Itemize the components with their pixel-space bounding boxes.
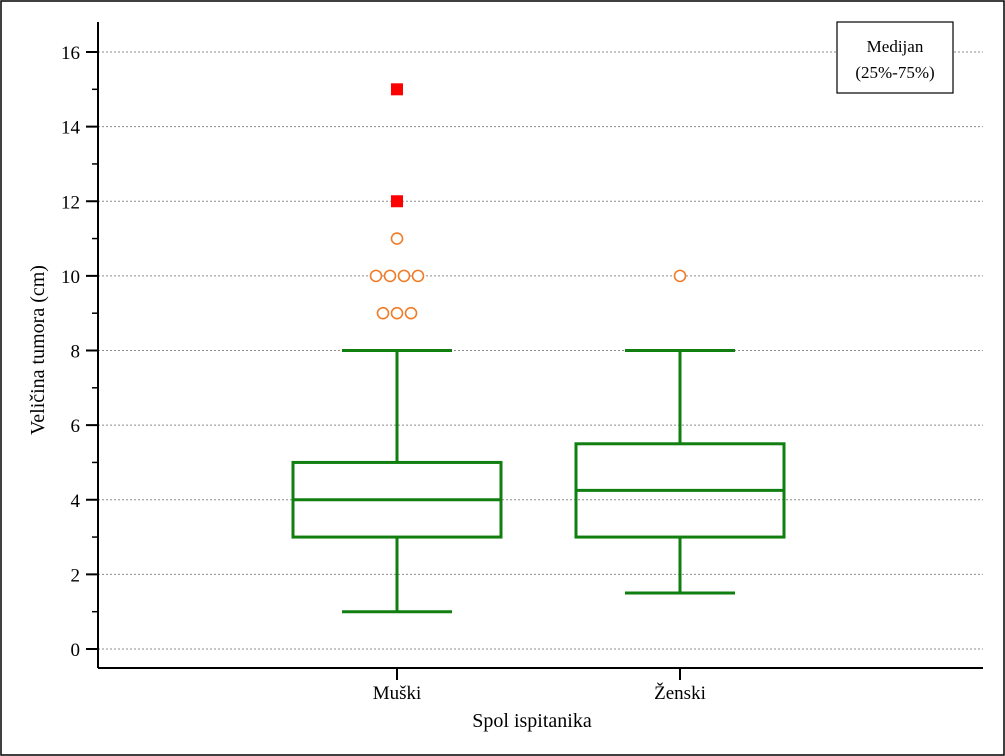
- x-tick-label: Ženski: [654, 682, 706, 704]
- outlier-point: [383, 269, 397, 283]
- outlier-point: [390, 306, 404, 320]
- x-axis-title: Spol ispitanika: [472, 710, 592, 732]
- y-tick-label: 0: [71, 640, 81, 661]
- outlier-point: [404, 306, 418, 320]
- outliers: [369, 83, 687, 320]
- y-tick-label: 10: [61, 267, 80, 288]
- y-tick-label: 4: [71, 491, 81, 512]
- outlier-point: [369, 269, 383, 283]
- far-outlier-point: [391, 195, 403, 208]
- y-tick-label: 16: [61, 43, 80, 64]
- outlier-point: [411, 269, 425, 283]
- outlier-point: [376, 306, 390, 320]
- axes: [97, 22, 983, 669]
- y-tick-label: 12: [61, 192, 80, 213]
- outlier-point: [390, 232, 404, 245]
- legend-line-2: (25%-75%): [855, 63, 934, 82]
- boxes: [291, 349, 786, 614]
- y-tick-label: 14: [61, 118, 81, 139]
- legend: Medijan (25%-75%): [836, 21, 954, 94]
- outlier-point: [673, 269, 687, 283]
- y-tick-label: 8: [71, 342, 81, 363]
- box-group: [574, 349, 786, 595]
- y-axis-title: Veličina tumora (cm): [27, 265, 49, 435]
- outlier-point: [397, 269, 411, 283]
- x-tick-label: Muški: [373, 683, 422, 704]
- y-tick-label: 2: [71, 565, 81, 586]
- legend-line-1: Medijan: [867, 37, 924, 56]
- far-outlier-point: [391, 83, 403, 96]
- y-ticks: 0 2 4 6 8 10 12 14 16: [61, 43, 98, 661]
- box-group: [291, 349, 503, 614]
- y-tick-label: 6: [71, 416, 81, 437]
- grid-lines: [98, 51, 983, 650]
- x-ticks: Muški Ženski: [373, 668, 706, 704]
- legend-box: [836, 21, 954, 94]
